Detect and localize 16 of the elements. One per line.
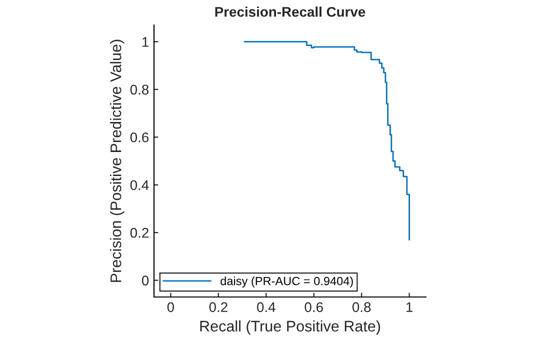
y-tick-label: 0.4	[130, 180, 149, 190]
y-tick-label: 1	[142, 37, 148, 47]
x-tick-label: 0.4	[257, 302, 276, 312]
x-tick-label: 0.8	[352, 302, 371, 312]
x-tick-label: 0	[167, 302, 174, 312]
x-tick-label: 0.2	[209, 302, 228, 312]
x-axis-title: Recall (True Positive Rate)	[200, 320, 380, 335]
x-tick-label: 1	[406, 302, 412, 312]
legend-label: daisy (PR-AUC = 0.9404)	[220, 276, 353, 288]
y-tick-label: 0.8	[130, 84, 149, 95]
chart-title: Precision-Recall Curve	[215, 6, 366, 17]
y-axis-title: Precision (Positive Predictive Value)	[110, 40, 124, 282]
y-tick-label: 0	[142, 276, 149, 286]
y-tick-label: 0.2	[130, 228, 148, 238]
y-tick-label: 0.6	[130, 132, 149, 142]
x-tick-label: 0.6	[304, 302, 323, 312]
